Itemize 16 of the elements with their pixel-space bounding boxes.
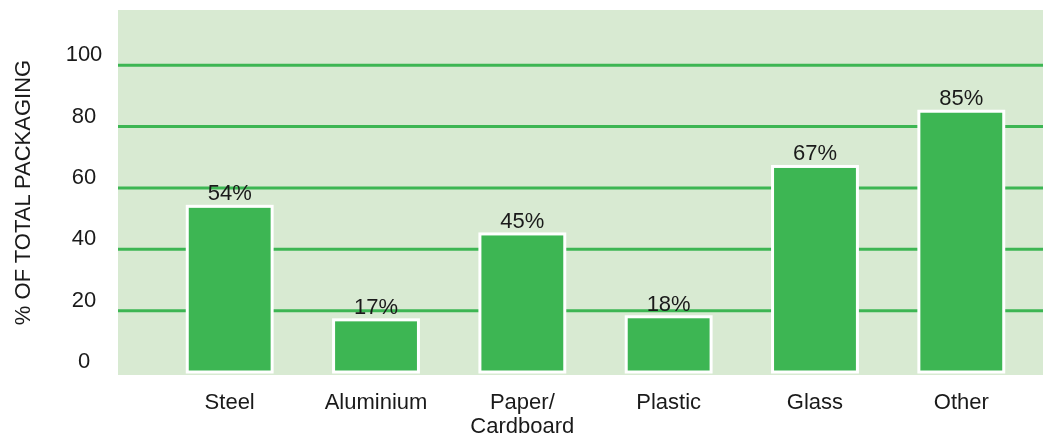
x-tick-label: Aluminium xyxy=(324,389,428,414)
y-axis-title: % OF TOTAL PACKAGING xyxy=(10,59,35,326)
y-tick-label: 40 xyxy=(71,225,97,251)
y-tick-label: 20 xyxy=(71,286,97,312)
data-label: 45% xyxy=(500,207,545,233)
y-tick-label: 60 xyxy=(71,163,97,189)
x-tick-label: Paper/Cardboard xyxy=(470,389,575,438)
x-tick-label: Other xyxy=(933,389,989,414)
y-tick-label: 80 xyxy=(71,102,97,128)
data-label: 85% xyxy=(939,85,984,111)
y-tick-label: 100 xyxy=(65,41,103,67)
x-tick-label: Glass xyxy=(786,389,844,414)
x-tick-label: Steel xyxy=(204,389,255,414)
y-tick-label: 0 xyxy=(77,348,91,373)
data-label: 67% xyxy=(792,140,838,166)
x-tick-label: Plastic xyxy=(636,389,702,414)
